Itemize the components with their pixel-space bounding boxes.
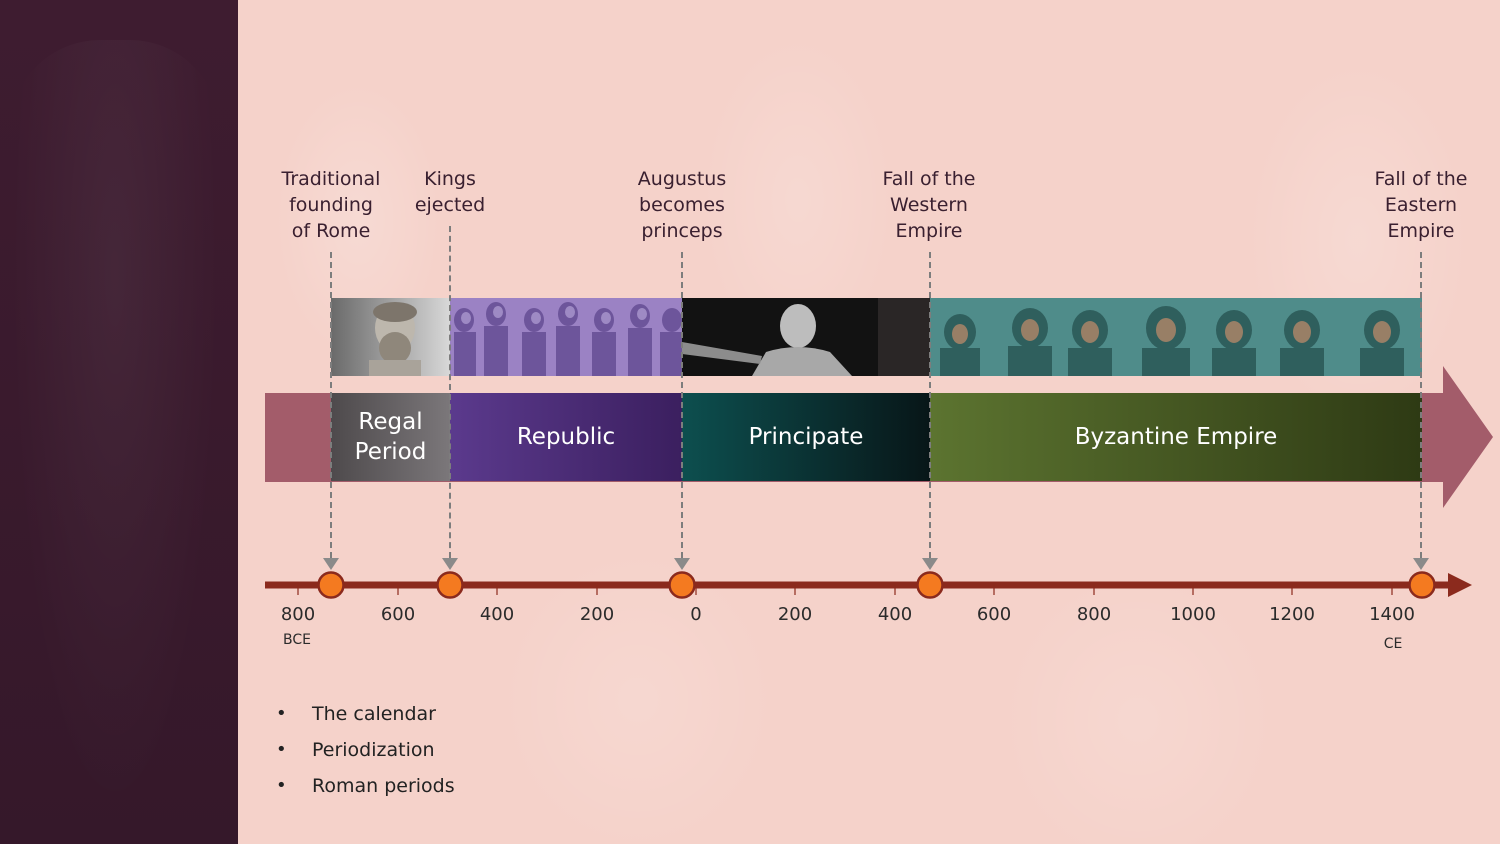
sidebar-panel bbox=[0, 0, 238, 844]
axis-tick-label: 0 bbox=[690, 604, 702, 625]
event-marker-kings bbox=[436, 571, 464, 599]
topic-list-item: • Periodization bbox=[276, 739, 435, 761]
regal-portrait-image bbox=[331, 298, 450, 376]
event-label-kings-ejected: Kings ejected bbox=[414, 168, 486, 216]
republic-relief-image bbox=[450, 298, 682, 376]
connector-arrowhead bbox=[922, 558, 938, 570]
era-republic: Republic bbox=[450, 393, 682, 481]
event-marker-founding bbox=[317, 571, 345, 599]
axis-tick-label: 800 bbox=[280, 604, 316, 625]
connector-founding bbox=[330, 252, 332, 558]
era-byzantine-empire: Byzantine Empire bbox=[930, 393, 1422, 481]
axis-tick-label: 1000 bbox=[1170, 604, 1216, 625]
topic-list: • The calendar • Periodization • Roman peri… bbox=[272, 700, 455, 808]
connector-augustus bbox=[681, 252, 683, 558]
connector-arrowhead bbox=[442, 558, 458, 570]
connector-fall-west bbox=[929, 252, 931, 558]
era-principate: Principate bbox=[682, 393, 930, 481]
axis-tick-label: 1400 bbox=[1369, 604, 1415, 625]
event-label-fall-west: Fall of the Western Empire bbox=[882, 168, 976, 242]
connector-arrowhead bbox=[323, 558, 339, 570]
event-label-founding: Traditional founding of Rome bbox=[281, 168, 381, 242]
bce-label: BCE bbox=[283, 632, 311, 648]
topic-list-item: • The calendar bbox=[276, 703, 436, 725]
event-marker-fall-west bbox=[916, 571, 944, 599]
axis-tick-label: 1200 bbox=[1269, 604, 1315, 625]
era-regal-period: Regal Period bbox=[331, 393, 450, 481]
connector-kings bbox=[449, 226, 451, 558]
ce-label: CE bbox=[1383, 636, 1403, 652]
axis-tick-label: 200 bbox=[777, 604, 813, 625]
connector-arrowhead bbox=[674, 558, 690, 570]
event-marker-augustus bbox=[668, 571, 696, 599]
byzantine-mosaic-image bbox=[930, 298, 1422, 376]
axis-tick-label: 600 bbox=[380, 604, 416, 625]
connector-fall-east bbox=[1420, 252, 1422, 558]
connector-arrowhead bbox=[1413, 558, 1429, 570]
axis-tick-label: 400 bbox=[479, 604, 515, 625]
event-label-fall-east: Fall of the Eastern Empire bbox=[1374, 168, 1468, 242]
axis-tick-label: 400 bbox=[877, 604, 913, 625]
statue-silhouette bbox=[10, 40, 220, 820]
axis-tick-label: 600 bbox=[976, 604, 1012, 625]
event-label-augustus: Augustus becomes princeps bbox=[637, 168, 727, 242]
axis-tick-label: 200 bbox=[579, 604, 615, 625]
event-marker-fall-east bbox=[1408, 571, 1436, 599]
time-axis bbox=[265, 571, 1472, 599]
principate-augustus-image bbox=[682, 298, 930, 376]
topic-list-item: • Roman periods bbox=[276, 775, 455, 797]
axis-tick-label: 800 bbox=[1076, 604, 1112, 625]
